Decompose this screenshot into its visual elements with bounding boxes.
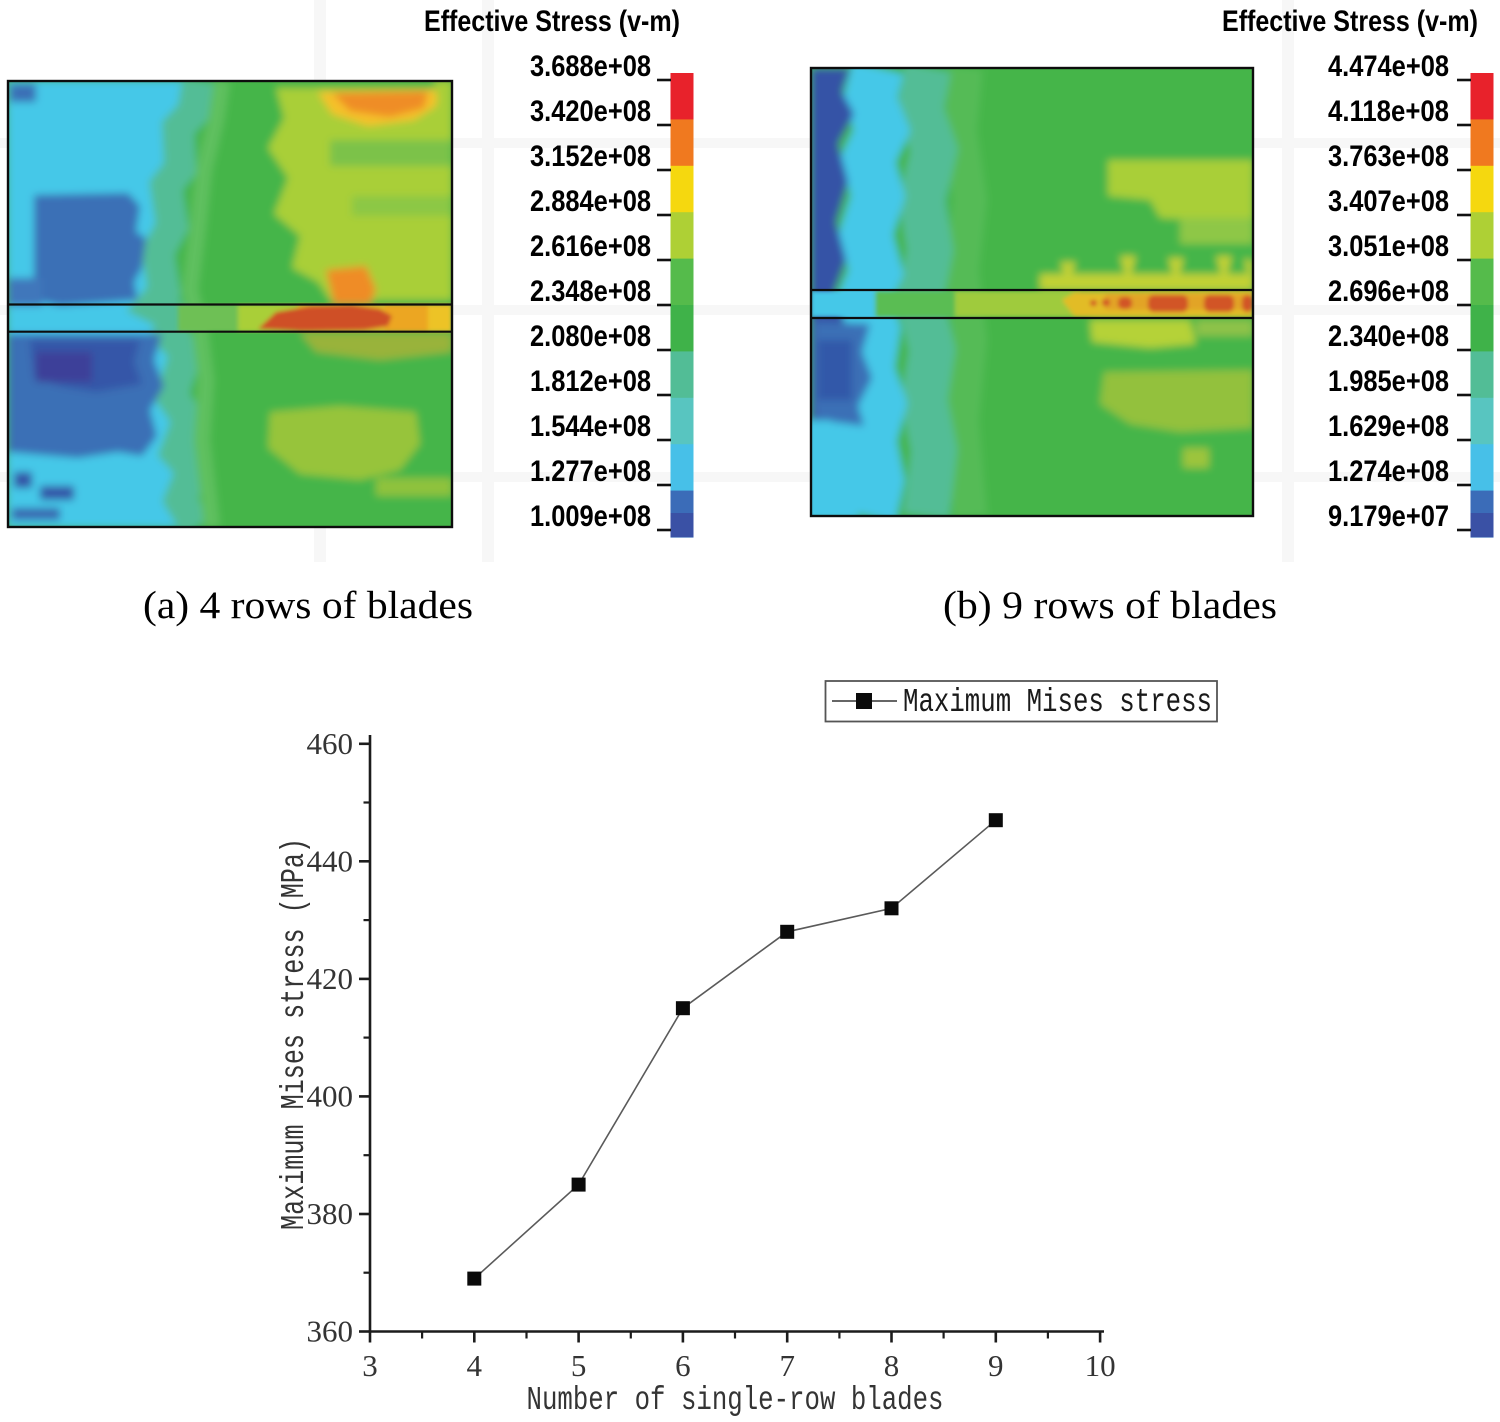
svg-text:2.340e+08: 2.340e+08 [1328, 320, 1449, 353]
svg-text:360: 360 [307, 1314, 354, 1349]
svg-text:1.812e+08: 1.812e+08 [530, 365, 651, 398]
svg-text:460: 460 [307, 726, 354, 761]
svg-text:2.616e+08: 2.616e+08 [530, 230, 651, 263]
svg-text:1.629e+08: 1.629e+08 [1328, 410, 1449, 443]
svg-text:1.544e+08: 1.544e+08 [530, 410, 651, 443]
svg-text:Maximum Mises stress: Maximum Mises stress [903, 684, 1212, 721]
svg-text:1.274e+08: 1.274e+08 [1328, 455, 1449, 488]
svg-text:380: 380 [307, 1196, 354, 1231]
svg-text:3: 3 [362, 1348, 378, 1383]
svg-text:6: 6 [675, 1348, 691, 1383]
svg-text:4.474e+08: 4.474e+08 [1328, 50, 1449, 83]
svg-text:9.179e+07: 9.179e+07 [1328, 500, 1449, 533]
svg-text:3.407e+08: 3.407e+08 [1328, 185, 1449, 218]
svg-text:2.696e+08: 2.696e+08 [1328, 275, 1449, 308]
svg-text:3.420e+08: 3.420e+08 [530, 95, 651, 128]
svg-text:9: 9 [988, 1348, 1004, 1383]
svg-text:Number of single-row blades: Number of single-row blades [527, 1382, 944, 1419]
svg-text:(b) 9 rows of blades: (b) 9 rows of blades [943, 584, 1277, 627]
svg-text:1.009e+08: 1.009e+08 [530, 500, 651, 533]
svg-text:400: 400 [307, 1078, 354, 1113]
svg-text:8: 8 [884, 1348, 900, 1383]
svg-text:2.080e+08: 2.080e+08 [530, 320, 651, 353]
svg-text:1.277e+08: 1.277e+08 [530, 455, 651, 488]
svg-text:2.884e+08: 2.884e+08 [530, 185, 651, 218]
svg-text:2.348e+08: 2.348e+08 [530, 275, 651, 308]
svg-text:Effective Stress (v-m): Effective Stress (v-m) [1222, 5, 1478, 38]
svg-text:10: 10 [1085, 1348, 1116, 1383]
svg-text:Effective Stress (v-m): Effective Stress (v-m) [424, 5, 680, 38]
svg-text:440: 440 [307, 843, 354, 878]
svg-text:3.688e+08: 3.688e+08 [530, 50, 651, 83]
svg-text:3.763e+08: 3.763e+08 [1328, 140, 1449, 173]
svg-text:Maximum Mises stress (MPa): Maximum Mises stress (MPa) [276, 838, 313, 1230]
svg-text:5: 5 [571, 1348, 587, 1383]
svg-text:3.152e+08: 3.152e+08 [530, 140, 651, 173]
svg-text:7: 7 [779, 1348, 795, 1383]
svg-text:4.118e+08: 4.118e+08 [1328, 95, 1449, 128]
svg-text:420: 420 [307, 961, 354, 996]
svg-text:4: 4 [467, 1348, 483, 1383]
svg-text:1.985e+08: 1.985e+08 [1328, 365, 1449, 398]
svg-text:(a) 4 rows of blades: (a) 4 rows of blades [143, 584, 473, 627]
svg-text:3.051e+08: 3.051e+08 [1328, 230, 1449, 263]
